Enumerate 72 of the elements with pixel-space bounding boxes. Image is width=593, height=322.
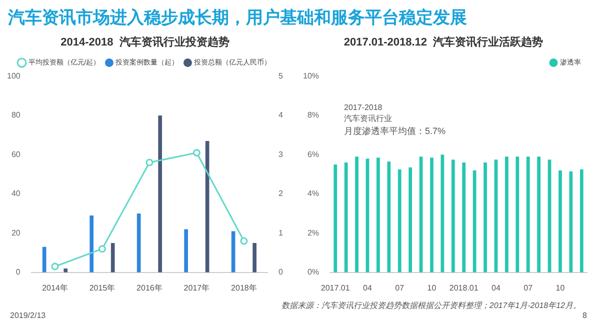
bar [231, 231, 236, 272]
y2-tick-label: 0 [278, 268, 284, 277]
bar [451, 160, 455, 272]
text: 8 [582, 311, 587, 320]
y-tick-label: 80 [11, 110, 21, 120]
x-tick-label: 2017年 [184, 283, 210, 292]
bar [334, 164, 338, 272]
bar [398, 169, 402, 272]
y-tick-label: 0 [16, 268, 21, 277]
point [51, 262, 59, 270]
x-tick-label: 2016年 [136, 283, 162, 292]
x-tick-label: 10 [427, 283, 437, 292]
y-tick-label: 2% [307, 228, 320, 238]
y-tick-label: 40 [11, 189, 21, 198]
x-tick-label: 2017.01 [320, 283, 350, 292]
x-tick-label: 2015年 [89, 283, 116, 292]
y2-tick-label: 4 [278, 110, 284, 120]
bar [136, 214, 141, 272]
source-note: 数据来源：汽车资讯行业投资趋势数据根据公开资料整理；2017年1月-2018年12月。 [281, 300, 581, 311]
bar [484, 162, 487, 272]
y-tick-label: 6% [307, 150, 320, 159]
y-tick-label: 0% [307, 268, 320, 277]
y-tick-label: 10% [302, 71, 320, 80]
bar [376, 158, 380, 272]
chart-title: 2017.01-2018.12 汽车资讯行业活跃趋势 [344, 36, 544, 49]
x-tick-label: 2014年 [42, 283, 68, 292]
bar [516, 156, 520, 272]
bar [42, 246, 46, 272]
x-tick-label: 07 [524, 283, 534, 292]
y2-tick-label: 2 [278, 189, 284, 198]
y-tick-label: 100 [6, 71, 21, 80]
annotation: 2017-2018 [344, 102, 384, 113]
bar [344, 162, 348, 272]
y-tick-label: 4% [307, 189, 320, 198]
y-tick-label: 20 [11, 228, 21, 238]
bar [90, 216, 94, 272]
chart-title: 2014-2018 汽车资讯行业投资趋势 [60, 36, 230, 49]
bar [387, 162, 391, 272]
bar [408, 167, 412, 272]
bar [472, 170, 476, 272]
y2-tick-label: 1 [278, 228, 284, 238]
bar [252, 242, 256, 272]
bar [580, 169, 584, 272]
bar [110, 242, 115, 272]
bar [184, 229, 188, 272]
bar [462, 162, 466, 272]
y2-tick-label: 3 [278, 150, 284, 159]
y-tick-label: 60 [11, 150, 21, 159]
bar [355, 156, 358, 272]
point [146, 158, 154, 166]
x-tick-label: 07 [395, 283, 405, 292]
annotation: 月度渗透率平均值：5.7% [344, 126, 446, 137]
x-tick-label: 10 [556, 283, 566, 292]
point [240, 237, 248, 245]
x-tick-label: 04 [363, 283, 372, 292]
text: 汽车资讯市场进入稳步成长期，用户基础和服务平台稳定发展 [8, 7, 467, 29]
bar [537, 156, 540, 272]
y-tick-label: 8% [307, 110, 320, 120]
bar [505, 156, 508, 272]
annotation: 汽车资讯行业 [344, 113, 393, 124]
bar [526, 156, 530, 272]
x-tick-label: 2018.01 [449, 283, 479, 292]
bar [158, 115, 162, 272]
bar [64, 268, 68, 272]
x-tick-label: 2018年 [231, 283, 257, 292]
y2-tick-label: 5 [278, 71, 284, 80]
point [192, 148, 200, 156]
x-tick-label: 04 [492, 283, 501, 292]
text: 2019/2/13 [10, 311, 46, 320]
bar [558, 170, 562, 272]
bar [430, 158, 434, 272]
point [98, 245, 106, 253]
